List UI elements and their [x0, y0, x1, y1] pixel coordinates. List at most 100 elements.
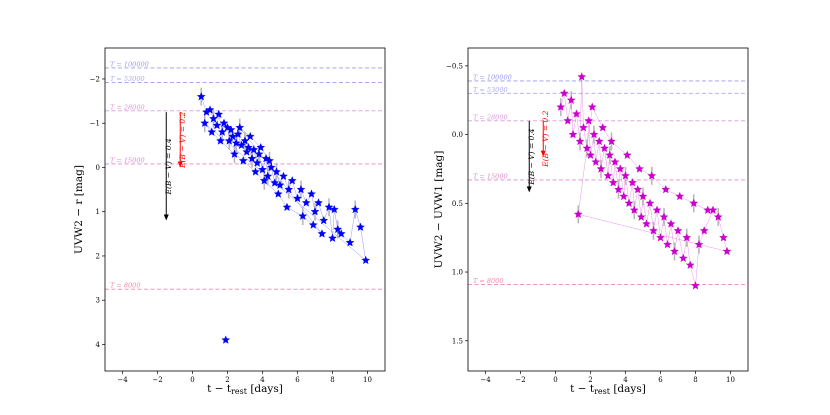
star-marker	[293, 193, 302, 203]
y-tick-label: 1.5	[452, 337, 463, 345]
connector	[349, 209, 356, 243]
star-marker	[635, 164, 644, 173]
star-marker	[296, 184, 306, 194]
star-marker	[584, 116, 594, 125]
star-marker	[577, 72, 587, 81]
star-marker	[214, 109, 224, 119]
star-marker	[279, 171, 288, 181]
x-tick-label: 4	[623, 376, 628, 384]
star-marker	[252, 158, 262, 167]
star-marker	[647, 171, 657, 180]
right-plot-frame	[467, 47, 749, 372]
ref-line-label-3: T = 15000	[473, 172, 508, 180]
y-tick-label: 3	[96, 297, 100, 305]
star-marker	[301, 198, 311, 207]
star-marker	[251, 167, 260, 176]
ref-line-label-1: T = 53000	[110, 75, 145, 83]
panel-right: T = 100000 T = 53000 T = 28000 T = 15000 T =…	[433, 47, 749, 396]
connector	[355, 209, 361, 228]
star-marker	[224, 136, 234, 145]
star-marker	[258, 165, 267, 174]
x-tick-label: 6	[295, 376, 300, 384]
star-marker	[656, 233, 665, 242]
x-tick-label: 6	[658, 376, 663, 384]
x-tick-label: 0	[190, 376, 194, 384]
star-marker	[228, 131, 238, 141]
connector	[360, 227, 366, 261]
reddening-label-1: E(B − V) = 0.2	[178, 111, 187, 169]
star-marker	[605, 150, 615, 159]
connector	[646, 203, 651, 224]
x-tick-label: −2	[515, 376, 525, 384]
star-marker	[307, 189, 316, 198]
star-marker	[673, 226, 683, 235]
star-marker	[572, 109, 581, 118]
connector	[292, 180, 298, 199]
star-marker	[645, 198, 655, 208]
star-marker	[582, 143, 592, 153]
star-marker	[638, 191, 648, 201]
star-marker	[272, 167, 281, 176]
star-marker	[666, 219, 676, 228]
star-marker	[587, 102, 597, 111]
y-tick-label: −2	[90, 75, 100, 83]
right-y-axis-label: UVW2 − UVW1 [mag]	[433, 151, 445, 269]
star-marker	[699, 226, 709, 235]
star-marker	[249, 145, 259, 154]
star-marker	[694, 239, 704, 249]
star-marker	[265, 156, 274, 165]
star-marker	[563, 116, 573, 125]
panel-left: T = 100000 T = 53000 T = 28000 T = 15000 T =…	[73, 47, 386, 396]
star-marker	[586, 150, 595, 159]
left-plot-frame	[104, 47, 386, 372]
right-x-axis-label: t − trest [days]	[570, 383, 646, 396]
star-marker	[216, 136, 225, 145]
ref-line-label-0: T = 100000	[473, 73, 512, 81]
star-marker	[670, 246, 679, 256]
star-marker	[566, 95, 576, 104]
star-marker	[682, 233, 692, 242]
star-marker	[237, 140, 246, 150]
reddening-arrowhead-1	[177, 161, 183, 168]
star-marker	[230, 149, 239, 158]
connector	[592, 107, 603, 128]
ref-line-label-3: T = 15000	[110, 156, 145, 164]
x-tick-label: 8	[330, 376, 334, 384]
star-marker	[333, 224, 343, 234]
star-marker	[298, 211, 308, 220]
star-marker	[633, 184, 643, 194]
star-marker	[238, 156, 248, 165]
star-marker	[636, 212, 646, 221]
star-marker	[713, 212, 723, 221]
star-marker	[575, 136, 585, 146]
ref-line-label-2: T = 28000	[110, 103, 145, 111]
connector	[564, 93, 568, 121]
star-marker	[308, 220, 318, 229]
star-marker	[594, 136, 604, 146]
connector	[620, 168, 624, 197]
star-marker	[329, 204, 339, 214]
star-marker	[678, 253, 688, 263]
connector	[704, 210, 714, 231]
x-tick-label: −2	[152, 376, 162, 384]
star-marker	[619, 191, 629, 201]
star-marker	[263, 171, 273, 181]
star-marker	[598, 123, 608, 132]
x-tick-label: 0	[553, 376, 557, 384]
star-marker	[207, 127, 217, 136]
star-marker	[649, 226, 658, 235]
star-marker	[642, 219, 651, 228]
star-marker	[622, 150, 632, 159]
reddening-label-0: E(B − V) = 0.4	[164, 138, 173, 196]
y-tick-label: 2	[96, 252, 100, 260]
star-marker	[205, 105, 215, 114]
star-marker	[314, 198, 323, 207]
star-marker	[310, 207, 320, 216]
x-tick-label: 10	[726, 376, 735, 384]
star-marker	[275, 180, 285, 189]
ref-line-label-4: T = 8000	[473, 277, 503, 285]
star-marker	[200, 118, 210, 127]
star-marker	[603, 171, 613, 180]
star-marker	[624, 198, 634, 208]
